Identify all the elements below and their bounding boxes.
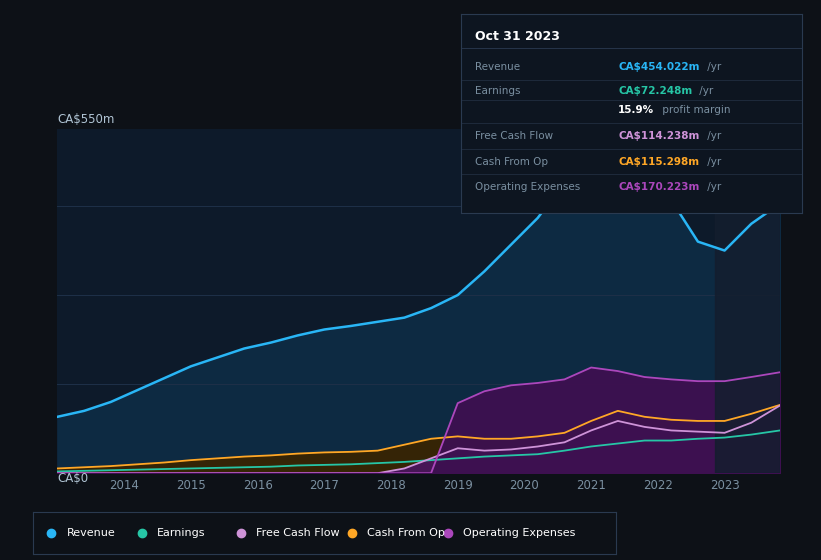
Text: 15.9%: 15.9% [618,105,654,115]
Text: CA$114.238m: CA$114.238m [618,131,699,141]
Text: Operating Expenses: Operating Expenses [475,182,580,192]
Text: CA$0: CA$0 [57,472,89,485]
Text: Free Cash Flow: Free Cash Flow [475,131,553,141]
Text: CA$170.223m: CA$170.223m [618,182,699,192]
Text: Earnings: Earnings [475,86,521,96]
Text: /yr: /yr [696,86,713,96]
Text: CA$454.022m: CA$454.022m [618,62,699,72]
Text: CA$550m: CA$550m [57,113,115,126]
Text: profit margin: profit margin [659,105,731,115]
Text: Revenue: Revenue [475,62,521,72]
Text: Operating Expenses: Operating Expenses [463,529,576,538]
Text: /yr: /yr [704,157,721,167]
Text: Cash From Op: Cash From Op [367,529,445,538]
Text: CA$115.298m: CA$115.298m [618,157,699,167]
Text: Revenue: Revenue [67,529,116,538]
Text: Oct 31 2023: Oct 31 2023 [475,30,560,43]
Text: /yr: /yr [704,62,721,72]
Text: Cash From Op: Cash From Op [475,157,548,167]
Text: /yr: /yr [704,131,721,141]
Text: CA$72.248m: CA$72.248m [618,86,692,96]
Text: /yr: /yr [704,182,721,192]
Bar [714,129,780,473]
Text: Earnings: Earnings [157,529,205,538]
Text: Free Cash Flow: Free Cash Flow [256,529,340,538]
